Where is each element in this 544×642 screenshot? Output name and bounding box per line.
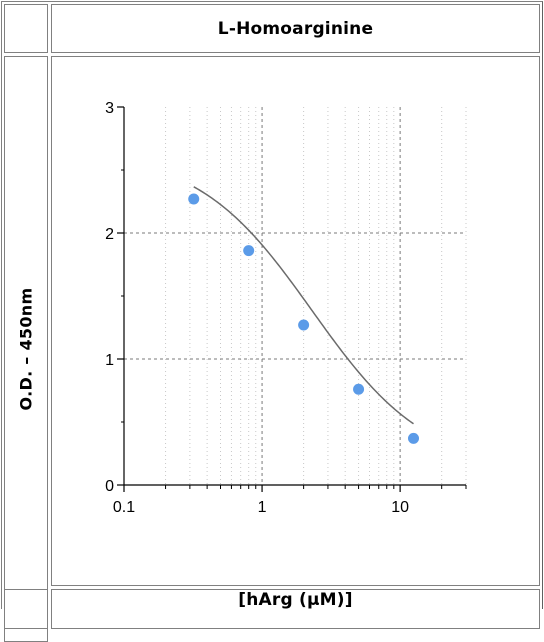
curve-layer [193, 186, 414, 425]
y-tick-label: 0 [105, 478, 114, 495]
data-point [188, 193, 200, 205]
points-layer [188, 193, 420, 444]
y-tick-label: 2 [105, 226, 114, 243]
data-point [243, 245, 255, 257]
data-point [408, 432, 420, 444]
data-point [353, 383, 365, 395]
x-axis-label-cell: [hArg (µM)] [51, 589, 540, 629]
x-tick-label: 1 [258, 499, 267, 516]
x-tick-label: 10 [391, 499, 409, 516]
y-tick-label: 3 [105, 100, 114, 117]
plot-cell: 0 1 2 3 0.1 1 10 [51, 56, 540, 586]
data-point [298, 319, 310, 331]
labels-layer: 0 1 2 3 0.1 1 10 [105, 100, 409, 516]
plot-svg: 0 1 2 3 0.1 1 10 [105, 100, 467, 516]
y-axis-label: O.D. – 450nm [16, 287, 36, 411]
x-axis-label: [hArg (µM)] [238, 590, 353, 610]
fit-curve [193, 186, 414, 425]
grid-layer [124, 107, 467, 485]
chart-title: L-Homoarginine [217, 18, 374, 39]
y-tick-label: 1 [105, 352, 114, 369]
corner-cell [4, 4, 48, 53]
x-tick-label: 0.1 [113, 499, 135, 516]
axes-layer [117, 106, 467, 492]
title-cell: L-Homoarginine [51, 4, 540, 53]
y-axis-label-cell: O.D. – 450nm [4, 56, 48, 642]
bottom-corner-cell [4, 589, 48, 629]
